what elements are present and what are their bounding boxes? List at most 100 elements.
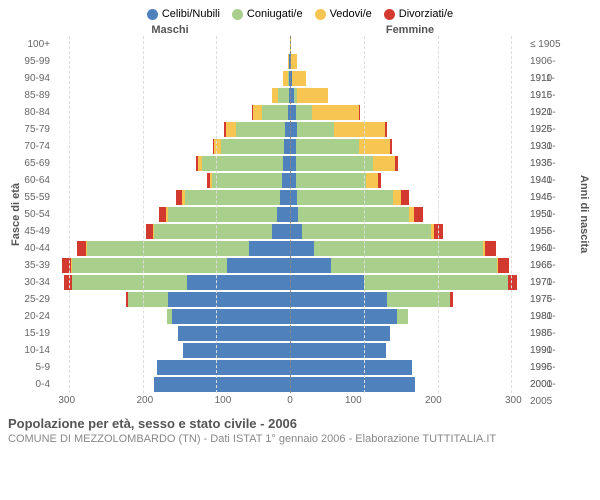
bar-row <box>290 155 526 172</box>
seg-coniugati <box>298 207 409 222</box>
seg-coniugati <box>185 190 281 205</box>
x-tick: 100 <box>345 395 362 406</box>
bar-row <box>54 104 290 121</box>
seg-coniugati <box>296 156 373 171</box>
seg-coniugati <box>387 292 450 307</box>
seg-vedovi <box>226 122 236 137</box>
y-axis-right-label: Anni di nascita <box>576 36 592 393</box>
seg-coniugati <box>236 122 285 137</box>
age-band-label: 70-74 <box>24 138 50 155</box>
seg-coniugati <box>202 156 283 171</box>
age-band-label: 35-39 <box>24 257 50 274</box>
age-band-label: 0-4 <box>24 376 50 393</box>
legend-swatch <box>315 9 326 20</box>
seg-coniugati <box>302 224 431 239</box>
bar-row <box>54 189 290 206</box>
age-band-label: 40-44 <box>24 240 50 257</box>
x-tick: 100 <box>215 395 232 406</box>
bar-row <box>54 70 290 87</box>
bar-row <box>290 342 526 359</box>
bar-row <box>290 53 526 70</box>
female-half <box>290 36 526 393</box>
seg-coniugati <box>72 275 187 290</box>
seg-celibi <box>290 326 390 341</box>
age-band-label: 20-24 <box>24 308 50 325</box>
seg-vedovi <box>366 173 378 188</box>
seg-celibi <box>178 326 290 341</box>
seg-coniugati <box>296 105 312 120</box>
seg-celibi <box>283 156 290 171</box>
seg-celibi <box>157 360 290 375</box>
bar-row <box>54 257 290 274</box>
age-band-label: 50-54 <box>24 206 50 223</box>
legend-label: Coniugati/e <box>247 8 303 20</box>
age-band-label: 15-19 <box>24 325 50 342</box>
birth-year-label: 1936-1940 <box>530 155 576 172</box>
seg-coniugati <box>212 173 282 188</box>
seg-divorziati <box>359 105 360 120</box>
birth-year-label: 1926-1930 <box>530 121 576 138</box>
x-tick: 0 <box>287 395 293 406</box>
x-tick: 200 <box>136 395 153 406</box>
seg-divorziati <box>146 224 153 239</box>
bar-row <box>290 138 526 155</box>
age-band-label: 80-84 <box>24 104 50 121</box>
seg-celibi <box>154 377 290 392</box>
seg-vedovi <box>292 71 306 86</box>
bar-row <box>290 70 526 87</box>
bar-row <box>54 240 290 257</box>
seg-celibi <box>290 343 386 358</box>
seg-divorziati <box>176 190 183 205</box>
seg-vedovi <box>393 190 402 205</box>
legend: Celibi/Nubili Coniugati/e Vedovi/e Divorzia… <box>8 8 592 20</box>
bar-row <box>290 325 526 342</box>
legend-swatch <box>147 9 158 20</box>
age-band-label: 5-9 <box>24 359 50 376</box>
seg-celibi <box>290 377 415 392</box>
bar-row <box>54 206 290 223</box>
birth-year-label: 1931-1935 <box>530 138 576 155</box>
seg-celibi <box>282 173 290 188</box>
bar-row <box>290 257 526 274</box>
seg-celibi <box>187 275 290 290</box>
seg-celibi <box>168 292 290 307</box>
legend-label: Celibi/Nubili <box>162 8 220 20</box>
seg-coniugati <box>331 258 497 273</box>
y-axis-left-label: Fasce di età <box>8 36 24 393</box>
seg-divorziati <box>508 275 517 290</box>
seg-celibi <box>280 190 290 205</box>
bar-row <box>54 308 290 325</box>
seg-divorziati <box>395 156 398 171</box>
bar-row <box>54 87 290 104</box>
x-tick: 300 <box>505 395 522 406</box>
legend-label: Divorziati/e <box>399 8 453 20</box>
legend-item: Coniugati/e <box>232 8 303 20</box>
legend-swatch <box>384 9 395 20</box>
seg-vedovi <box>253 105 262 120</box>
birth-year-label: 1906-1910 <box>530 53 576 70</box>
bar-row <box>290 359 526 376</box>
legend-label: Vedovi/e <box>330 8 372 20</box>
bar-row <box>290 87 526 104</box>
legend-item: Divorziati/e <box>384 8 453 20</box>
seg-divorziati <box>378 173 382 188</box>
birth-year-label: ≤ 1905 <box>530 36 576 53</box>
seg-divorziati <box>159 207 166 222</box>
seg-coniugati <box>168 207 277 222</box>
seg-coniugati <box>72 258 227 273</box>
age-band-label: 65-69 <box>24 155 50 172</box>
legend-swatch <box>232 9 243 20</box>
birth-year-label: 1911-1915 <box>530 70 576 87</box>
seg-coniugati <box>128 292 169 307</box>
bar-row <box>290 274 526 291</box>
seg-coniugati <box>397 309 408 324</box>
age-band-label: 95-99 <box>24 53 50 70</box>
birth-year-label: 1941-1945 <box>530 172 576 189</box>
seg-coniugati <box>296 173 366 188</box>
bar-row <box>54 223 290 240</box>
seg-celibi <box>277 207 290 222</box>
birth-year-label: 1921-1925 <box>530 104 576 121</box>
seg-divorziati <box>498 258 509 273</box>
bar-row <box>54 359 290 376</box>
seg-vedovi <box>214 139 221 154</box>
